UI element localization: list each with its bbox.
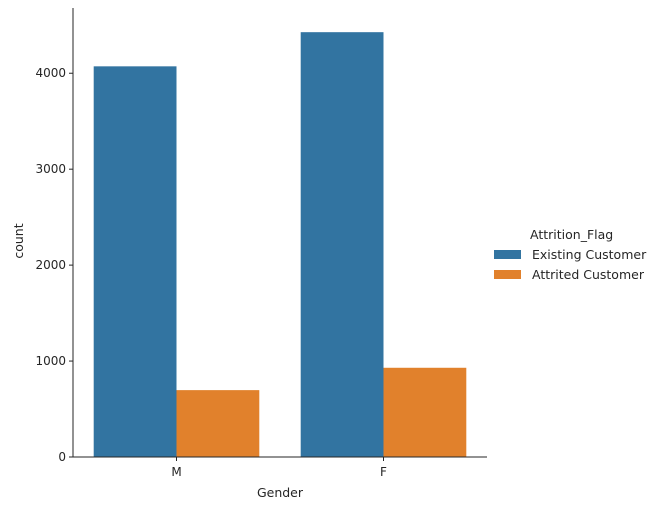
legend-swatch: [494, 250, 521, 259]
legend-label: Existing Customer: [532, 247, 647, 262]
legend-swatch: [494, 270, 521, 279]
legend-title: Attrition_Flag: [530, 227, 613, 242]
y-axis-title: count: [11, 223, 26, 258]
y-tick-label: 4000: [35, 66, 66, 80]
bar-f-attrited-customer: [383, 367, 467, 457]
x-tick-label: M: [171, 465, 181, 479]
legend: Attrition_Flag Existing Customer Attrited…: [494, 227, 647, 282]
bar-m-attrited-customer: [176, 390, 260, 457]
x-axis-title: Gender: [257, 485, 304, 500]
bar-f-existing-customer: [300, 32, 384, 458]
y-axis: 0 1000 2000 3000 4000: [35, 8, 74, 464]
y-tick-label: 0: [58, 450, 66, 464]
legend-label: Attrited Customer: [532, 267, 645, 282]
y-tick-label: 1000: [35, 354, 66, 368]
y-tick-label: 2000: [35, 258, 66, 272]
y-tick-label: 3000: [35, 162, 66, 176]
bars-group: [93, 32, 467, 458]
bar-m-existing-customer: [93, 66, 177, 457]
x-tick-label: F: [380, 465, 387, 479]
